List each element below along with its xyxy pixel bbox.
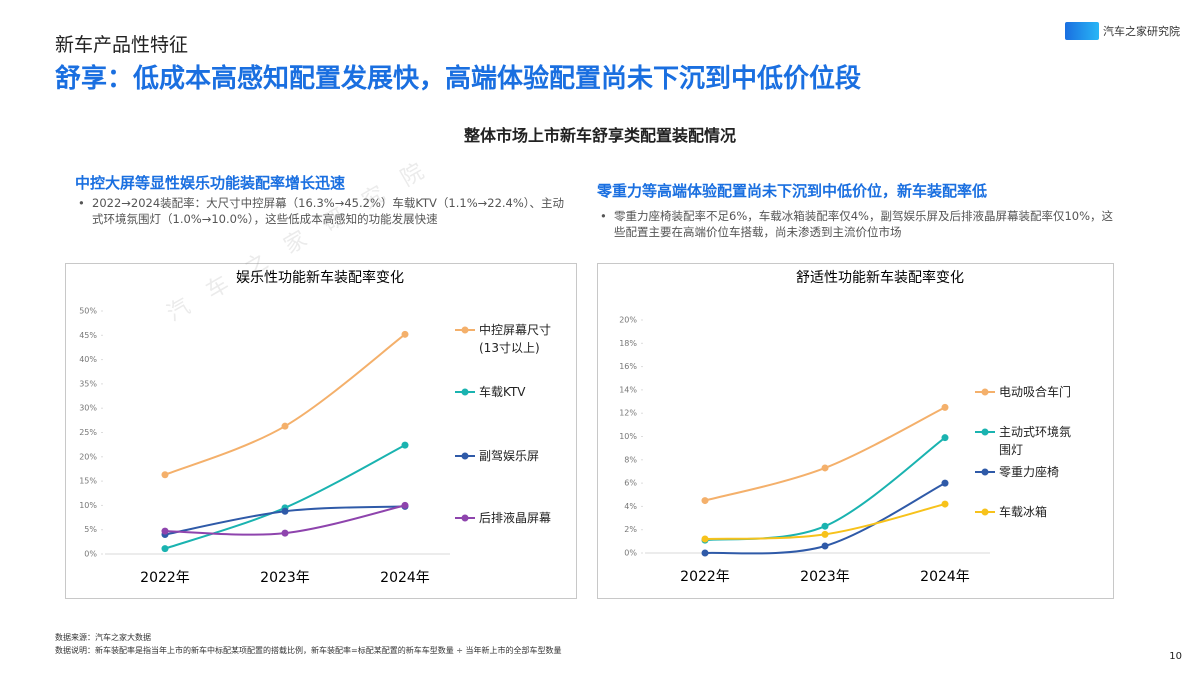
legend-swatch-dot [981, 508, 989, 516]
x-tick-label: 2024年 [380, 570, 430, 586]
legend-swatch-dot [981, 428, 989, 436]
source-note: 数据来源：汽车之家大数据 [55, 633, 151, 642]
data-point [701, 549, 709, 557]
y-tick-label: 16% [619, 362, 637, 371]
legend-swatch-dot [981, 388, 989, 396]
y-tick-label: 50% [79, 307, 97, 316]
legend-label: 电动吸合车门 [999, 385, 1072, 399]
data-point [401, 330, 409, 338]
y-tick-label: 20% [79, 452, 97, 461]
legend-label: 中控屏幕尺寸(13寸以上) [479, 323, 552, 355]
legend-label: 车载KTV [479, 385, 526, 399]
page-number: 10 [1169, 651, 1182, 662]
legend-label: 车载冰箱 [999, 505, 1048, 519]
legend-label: 主动式环境氛围灯 [999, 425, 1072, 457]
y-tick-label: 18% [619, 339, 637, 348]
legend-swatch-dot [461, 388, 469, 396]
y-tick-label: 5% [84, 525, 97, 534]
y-tick-label: 40% [79, 355, 97, 364]
chart-title: 娱乐性功能新车装配率变化 [236, 269, 404, 286]
data-note: 数据说明：新车装配率是指当年上市的新车中标配某项配置的搭载比例，新车装配率=标配… [55, 646, 562, 655]
data-point [821, 464, 829, 472]
data-point [281, 507, 289, 515]
y-tick-label: 6% [624, 479, 637, 488]
y-tick-label: 0% [624, 549, 637, 558]
y-tick-label: 20% [619, 316, 637, 325]
chart-frame [65, 263, 577, 599]
data-point [401, 501, 409, 509]
y-tick-label: 14% [619, 385, 637, 394]
chart-frame [597, 263, 1114, 599]
data-point [941, 479, 949, 487]
data-point [701, 497, 709, 505]
panel-bullet: 零重力座椅装配率不足6%，车载冰箱装配率仅4%，副驾娱乐屏及后排液晶屏幕装配率仅… [600, 208, 1114, 240]
data-point [821, 530, 829, 538]
panel-bullet: 2022→2024装配率：大尺寸中控屏幕（16.3%→45.2%）车载KTV（1… [78, 195, 572, 227]
series-line [164, 333, 406, 476]
y-tick-label: 4% [624, 502, 637, 511]
y-tick-label: 15% [79, 477, 97, 486]
y-tick-label: 45% [79, 331, 97, 340]
y-tick-label: 0% [84, 550, 97, 559]
y-tick-label: 8% [624, 455, 637, 464]
x-tick-label: 2024年 [920, 569, 970, 585]
logo-text: 汽车之家研究院 [1103, 25, 1180, 38]
y-tick-label: 2% [624, 525, 637, 534]
subtitle: 整体市场上市新车舒享类配置装配情况 [463, 126, 736, 145]
y-tick-label: 10% [79, 501, 97, 510]
y-tick-label: 10% [619, 432, 637, 441]
y-tick-label: 30% [79, 404, 97, 413]
data-point [161, 471, 169, 479]
data-point [701, 535, 709, 543]
logo-mark [1065, 22, 1099, 40]
legend-swatch-dot [461, 452, 469, 460]
panel-heading: 零重力等高端体验配置尚未下沉到中低价位，新车装配率低 [597, 182, 988, 200]
logo: 汽车之家研究院 [1065, 22, 1180, 40]
data-point [161, 527, 169, 535]
panel-heading: 中控大屏等显性娱乐功能装配率增长迅速 [75, 174, 346, 192]
data-point [821, 542, 829, 550]
legend-label: 副驾娱乐屏 [479, 449, 540, 463]
x-tick-label: 2023年 [260, 570, 310, 586]
data-point [941, 434, 949, 442]
y-tick-label: 35% [79, 379, 97, 388]
x-tick-label: 2022年 [680, 569, 730, 585]
y-tick-label: 25% [79, 428, 97, 437]
legend-label: 后排液晶屏幕 [479, 511, 552, 525]
slide-title: 舒享：低成本高感知配置发展快，高端体验配置尚未下沉到中低价位段 [55, 64, 862, 94]
chart-title: 舒适性功能新车装配率变化 [796, 269, 964, 286]
data-point [821, 522, 829, 530]
legend-swatch-dot [981, 468, 989, 476]
legend-swatch-dot [461, 326, 469, 334]
x-tick-label: 2022年 [140, 570, 190, 586]
series-line [704, 406, 946, 502]
data-point [281, 422, 289, 430]
legend-swatch-dot [461, 514, 469, 522]
data-point [941, 500, 949, 508]
data-point [941, 403, 949, 411]
x-tick-label: 2023年 [800, 569, 850, 585]
data-point [161, 545, 169, 553]
legend-label: 零重力座椅 [999, 465, 1060, 479]
data-point [281, 529, 289, 537]
section-label: 新车产品性特征 [55, 34, 189, 56]
data-point [401, 441, 409, 449]
y-tick-label: 12% [619, 409, 637, 418]
